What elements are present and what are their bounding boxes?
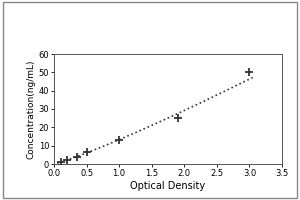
X-axis label: Optical Density: Optical Density xyxy=(130,181,206,191)
Y-axis label: Concentration(ng/mL): Concentration(ng/mL) xyxy=(27,59,36,159)
